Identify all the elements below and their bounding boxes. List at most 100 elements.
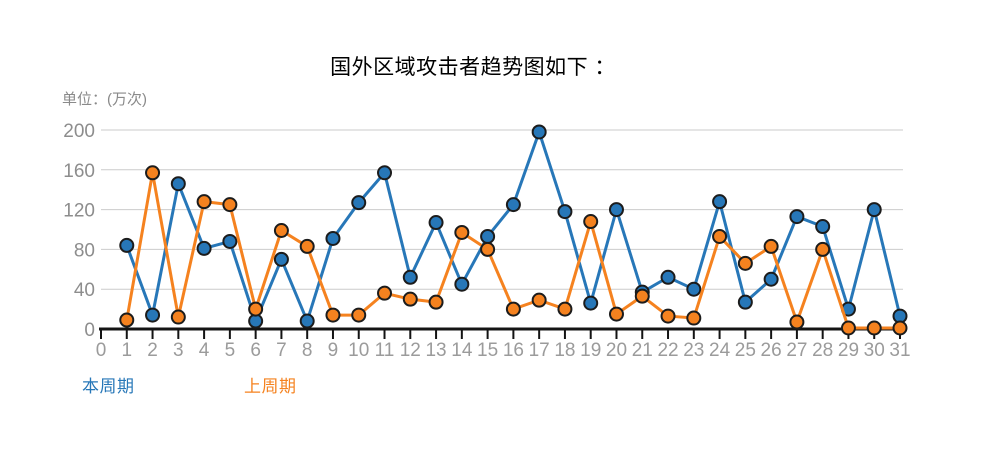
x-tick-label: 9 xyxy=(328,340,339,361)
series-last-period-marker xyxy=(145,165,161,181)
x-tick-label: 7 xyxy=(276,340,287,361)
series-last-period-marker xyxy=(608,306,624,322)
series-this-period-marker xyxy=(583,295,599,311)
y-tick-label: 40 xyxy=(74,280,95,301)
series-this-period-marker xyxy=(557,204,573,220)
x-tick-label: 14 xyxy=(451,340,473,361)
x-tick-label: 23 xyxy=(683,340,704,361)
series-this-period-marker xyxy=(480,228,496,244)
series-last-period-marker xyxy=(377,285,393,301)
x-tick-label: 3 xyxy=(173,340,184,361)
series-last-period-marker xyxy=(737,255,753,271)
series-last-period-marker xyxy=(763,238,779,254)
x-tick-label: 10 xyxy=(348,340,369,361)
legend-last-period: 上周期 xyxy=(244,377,297,396)
x-tick-label: 28 xyxy=(812,340,833,361)
series-this-period-marker xyxy=(222,233,238,249)
y-axis-unit-label: 单位：(万次) xyxy=(62,91,147,108)
x-tick-label: 26 xyxy=(761,340,782,361)
series-this-period-marker xyxy=(763,271,779,287)
series-last-period-marker xyxy=(299,238,315,254)
x-tick-label: 5 xyxy=(225,340,236,361)
series-this-period-marker xyxy=(428,215,444,231)
x-tick-label: 1 xyxy=(121,340,132,361)
series-last-period-marker xyxy=(840,320,856,336)
series-this-period-marker xyxy=(402,269,418,285)
series-this-period-marker xyxy=(531,124,547,140)
series-last-period-marker xyxy=(351,307,367,323)
x-tick-label: 22 xyxy=(657,340,678,361)
series-last-period-marker xyxy=(428,294,444,310)
chart-legend: 本周期 上周期 xyxy=(0,372,984,396)
x-tick-label: 30 xyxy=(864,340,885,361)
series-this-period-marker xyxy=(119,237,135,253)
series-last-period-marker xyxy=(686,310,702,326)
series-last-period-marker xyxy=(222,197,238,213)
series-last-period-marker xyxy=(402,291,418,307)
x-tick-label: 2 xyxy=(147,340,158,361)
series-this-period-line xyxy=(125,130,902,323)
x-tick-label: 20 xyxy=(606,340,627,361)
series-last-period-marker xyxy=(480,241,496,257)
series-this-period-marker xyxy=(660,269,676,285)
x-tick-label: 11 xyxy=(375,340,395,361)
series-this-period-marker xyxy=(815,219,831,235)
x-tick-label: 6 xyxy=(250,340,261,361)
x-tick-label: 29 xyxy=(838,340,859,361)
x-tick-label: 16 xyxy=(503,340,524,361)
series-last-period-marker xyxy=(119,312,135,328)
x-tick-label: 24 xyxy=(709,340,731,361)
series-last-period-marker xyxy=(712,228,728,244)
series-this-period-marker xyxy=(608,202,624,218)
series-last-period-marker xyxy=(892,320,908,336)
x-tick-label: 31 xyxy=(889,340,910,361)
series-last-period-marker xyxy=(583,214,599,230)
series-this-period-marker xyxy=(325,230,341,246)
x-tick-label: 17 xyxy=(529,340,550,361)
series-this-period-marker xyxy=(145,307,161,323)
series-this-period-marker xyxy=(789,209,805,225)
series-this-period-marker xyxy=(686,281,702,297)
y-tick-label: 0 xyxy=(84,320,95,341)
series-last-period-marker xyxy=(660,308,676,324)
series-this-period-marker xyxy=(737,294,753,310)
series-this-period-marker xyxy=(299,313,315,329)
x-tick-label: 18 xyxy=(554,340,575,361)
series-last-period-marker xyxy=(866,320,882,336)
x-tick-label: 19 xyxy=(580,340,601,361)
x-tick-label: 27 xyxy=(786,340,807,361)
series-last-period-marker xyxy=(248,301,264,317)
series-this-period-marker xyxy=(505,197,521,213)
series-this-period-marker xyxy=(866,202,882,218)
series-last-period-marker xyxy=(325,307,341,323)
series-this-period-marker xyxy=(712,194,728,210)
x-tick-label: 12 xyxy=(400,340,421,361)
chart-title: 国外区域攻击者趋势图如下 ： xyxy=(330,56,616,79)
y-tick-label: 200 xyxy=(63,121,95,142)
y-tick-label: 120 xyxy=(63,201,95,222)
x-tick-label: 0 xyxy=(96,340,107,361)
y-tick-label: 80 xyxy=(74,240,95,261)
x-tick-label: 21 xyxy=(632,340,653,361)
series-this-period-marker xyxy=(170,176,186,192)
series-this-period-marker xyxy=(377,165,393,181)
series-last-period-marker xyxy=(505,301,521,317)
y-tick-label: 160 xyxy=(63,161,95,182)
series-last-period-marker xyxy=(196,194,212,210)
series-last-period-marker xyxy=(557,301,573,317)
x-tick-label: 4 xyxy=(199,340,210,361)
x-tick-label: 25 xyxy=(735,340,756,361)
series-last-period-marker xyxy=(273,222,289,238)
legend-this-period: 本周期 xyxy=(82,377,135,396)
series-this-period-marker xyxy=(196,240,212,256)
x-tick-label: 8 xyxy=(302,340,313,361)
x-tick-label: 15 xyxy=(477,340,498,361)
x-tick-label: 13 xyxy=(425,340,446,361)
series-last-period-marker xyxy=(454,224,470,240)
series-last-period-marker xyxy=(634,288,650,304)
series-last-period-marker xyxy=(170,309,186,325)
series-this-period-marker xyxy=(351,195,367,211)
series-last-period-marker xyxy=(815,241,831,257)
